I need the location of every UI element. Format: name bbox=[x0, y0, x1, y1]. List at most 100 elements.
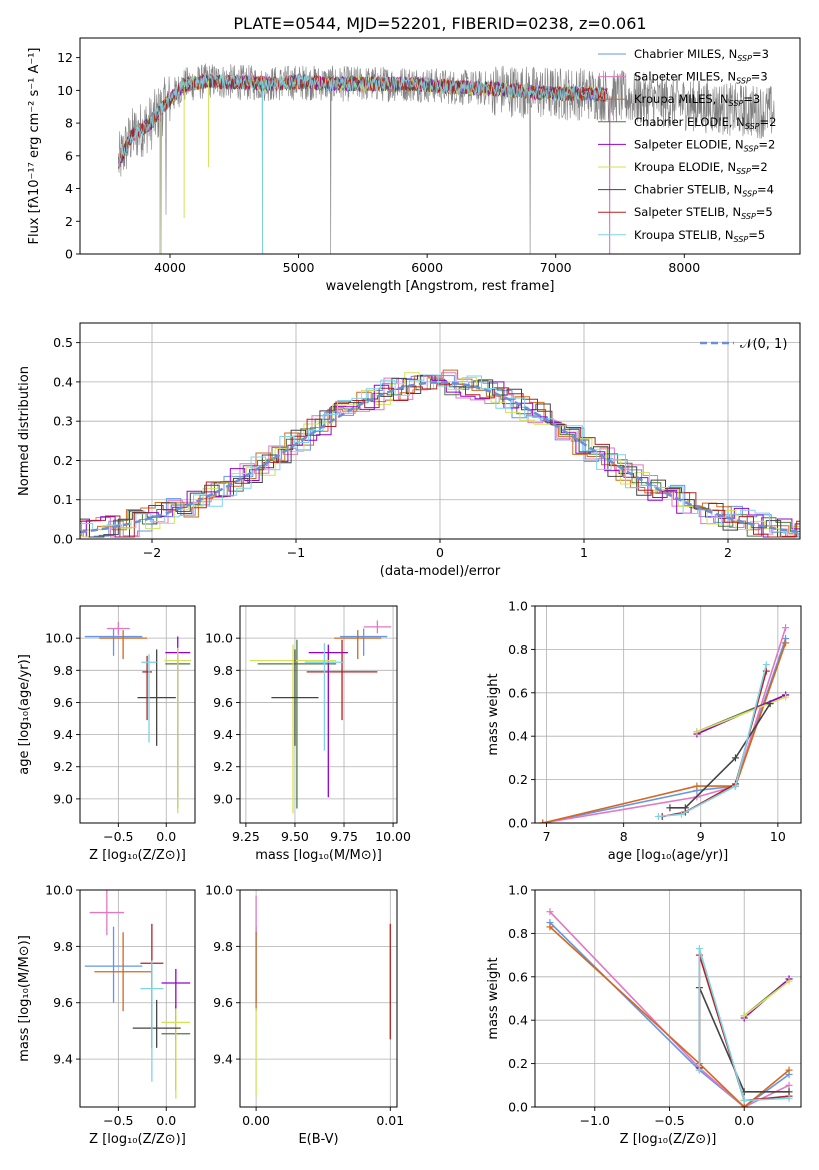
weight-marker bbox=[731, 754, 739, 762]
plot-area bbox=[80, 369, 800, 538]
y-tick-label: 9.8 bbox=[213, 939, 233, 954]
x-tick-label: 1 bbox=[580, 545, 588, 560]
errorbar-point-7 bbox=[306, 639, 378, 721]
weight-marker bbox=[782, 693, 790, 701]
panel-residuals: −2 −1 0 1 2 0.0 0.1 0.2 0.3 0.4 0.5 (data-model)/er… bbox=[17, 322, 801, 579]
x-tick-label: 10.00 bbox=[375, 829, 411, 844]
x-tick-label: 8000 bbox=[668, 260, 700, 275]
errorbar-point-8 bbox=[140, 960, 164, 1082]
panel-weight-vs-Z: −1.0 −0.5 0.0 0.0 0.2 0.4 0.6 0.8 1.0 Z [log₁₀(Z/… bbox=[486, 883, 802, 1147]
weight-line-8 bbox=[658, 664, 768, 818]
x-tick-label: −1 bbox=[287, 545, 305, 560]
y-axis-label: Flux [fλ10⁻¹⁷ erg cm⁻² s⁻¹ A⁻¹] bbox=[27, 48, 42, 245]
x-tick-label: 0.0 bbox=[734, 1113, 754, 1128]
legend-label: Chabrier STELIB, NSSP=4 bbox=[634, 183, 774, 199]
y-axis-label: mass [log₁₀(M/M⊙)] bbox=[17, 935, 32, 1062]
y-tick-label: 10.0 bbox=[205, 883, 233, 898]
legend-label: Salpeter ELODIE, NSSP=2 bbox=[634, 137, 775, 153]
errorbar-point-7 bbox=[142, 655, 152, 721]
x-tick-label: 6000 bbox=[411, 260, 443, 275]
weight-marker bbox=[785, 1066, 793, 1074]
weight-marker bbox=[785, 1094, 793, 1102]
panel-age-vs-Z: −0.5 0.0 9.0 9.2 9.4 9.6 9.8 10.0 Z [log₁₀(Z/Z⊙)… bbox=[17, 605, 196, 863]
y-tick-label: 9.0 bbox=[213, 791, 233, 806]
y-tick-label: 0.0 bbox=[508, 1100, 528, 1115]
figure-title: PLATE=0544, MJD=52201, FIBERID=0238, z=0… bbox=[233, 14, 646, 33]
y-tick-label: 9.8 bbox=[53, 939, 73, 954]
weight-marker bbox=[731, 782, 739, 790]
panel-mass-vs-Z: −0.5 0.0 9.4 9.6 9.8 10.0 Z [log₁₀(Z/Z⊙)] mass … bbox=[17, 883, 196, 1147]
weight-marker bbox=[654, 812, 662, 820]
y-tick-label: 0.5 bbox=[53, 335, 73, 350]
y-tick-label: 8 bbox=[65, 116, 73, 131]
x-axis-label: E(B-V) bbox=[298, 1132, 338, 1147]
weight-marker bbox=[546, 908, 554, 916]
y-tick-label: 0.8 bbox=[508, 642, 528, 657]
y-tick-label: 0.3 bbox=[53, 414, 73, 429]
plot-area bbox=[539, 624, 790, 823]
weight-marker bbox=[693, 728, 701, 736]
plot-area bbox=[84, 622, 192, 814]
x-tick-label: −2 bbox=[143, 545, 161, 560]
weight-marker bbox=[693, 782, 701, 790]
x-tick-label: 9.75 bbox=[330, 829, 358, 844]
errorbar-point-5 bbox=[164, 647, 192, 814]
histogram-series-7 bbox=[80, 383, 800, 538]
y-tick-label: 0.0 bbox=[53, 532, 73, 547]
y-tick-label: 9.8 bbox=[53, 663, 73, 678]
x-tick-label: 9 bbox=[697, 829, 705, 844]
errorbar-point-2 bbox=[334, 630, 382, 660]
x-tick-label: 0 bbox=[436, 545, 444, 560]
axes-frame bbox=[534, 605, 802, 824]
weight-marker bbox=[782, 639, 790, 647]
weight-marker bbox=[695, 945, 703, 953]
weight-marker bbox=[766, 700, 774, 708]
x-tick-label: 0.00 bbox=[242, 1113, 270, 1128]
panel-spectrum: 4000 5000 6000 7000 8000 0 2 4 6 8 10 12 wavelength … bbox=[27, 37, 801, 294]
model-line-8 bbox=[118, 73, 608, 167]
histogram-series-1 bbox=[80, 372, 800, 538]
errorbar-point-2 bbox=[94, 932, 152, 1012]
x-tick-label: 9.50 bbox=[281, 829, 309, 844]
y-tick-label: 9.4 bbox=[53, 1052, 73, 1067]
panel-mass-vs-ebv: 0.00 0.01 9.4 9.6 9.8 10.0 E(B-V) bbox=[205, 883, 404, 1148]
errorbar-point-0 bbox=[84, 926, 143, 1003]
x-axis-label: Z [log₁₀(Z/Z⊙)] bbox=[620, 1132, 717, 1147]
plot-area bbox=[546, 908, 793, 1107]
legend-label: Chabrier MILES, NSSP=3 bbox=[634, 47, 769, 63]
y-tick-label: 9.6 bbox=[213, 995, 233, 1010]
errorbar-point-1 bbox=[106, 622, 130, 635]
panel-age-vs-mass: 9.25 9.50 9.75 10.00 9.0 9.2 9.4 9.6 9.8 10.0 mass… bbox=[205, 605, 411, 863]
y-tick-label: 0.1 bbox=[53, 492, 73, 507]
y-tick-label: 0.6 bbox=[508, 969, 528, 984]
y-tick-label: 6 bbox=[65, 148, 73, 163]
y-tick-label: 0.6 bbox=[508, 685, 528, 700]
y-tick-label: 9.8 bbox=[213, 663, 233, 678]
errorbar-point-1 bbox=[363, 620, 392, 634]
panel-weight-vs-age: 7 8 9 10 0.0 0.2 0.4 0.6 0.8 1.0 age [log₁₀(age/yr… bbox=[486, 599, 802, 863]
y-axis-label: mass weight bbox=[486, 673, 501, 755]
y-tick-label: 9.2 bbox=[53, 759, 73, 774]
weight-marker bbox=[785, 977, 793, 985]
errorbar-point-4 bbox=[308, 644, 348, 798]
y-axis-label: Normed distribution bbox=[17, 366, 32, 496]
y-tick-label: 1.0 bbox=[508, 883, 528, 898]
axes-frame bbox=[79, 889, 196, 1108]
weight-line-8 bbox=[698, 948, 790, 1102]
axes-frame bbox=[79, 37, 801, 255]
x-tick-label: 0.0 bbox=[156, 1113, 176, 1128]
axes-frame bbox=[239, 605, 398, 824]
legend-label: 𝒩(0, 1) bbox=[740, 337, 787, 352]
plot-area bbox=[249, 620, 392, 814]
legend: Chabrier MILES, NSSP=3 Salpeter MILES, NS… bbox=[598, 47, 776, 244]
y-tick-label: 10 bbox=[57, 83, 73, 98]
weight-marker bbox=[782, 624, 790, 632]
y-tick-label: 0.0 bbox=[508, 816, 528, 831]
legend-label: Chabrier ELODIE, NSSP=2 bbox=[634, 115, 776, 131]
y-tick-label: 0.2 bbox=[508, 1056, 528, 1071]
weight-marker bbox=[546, 923, 554, 931]
weight-marker bbox=[539, 819, 547, 823]
x-tick-label: 9.25 bbox=[232, 829, 260, 844]
legend-label: Kroupa STELIB, NSSP=5 bbox=[634, 228, 765, 244]
